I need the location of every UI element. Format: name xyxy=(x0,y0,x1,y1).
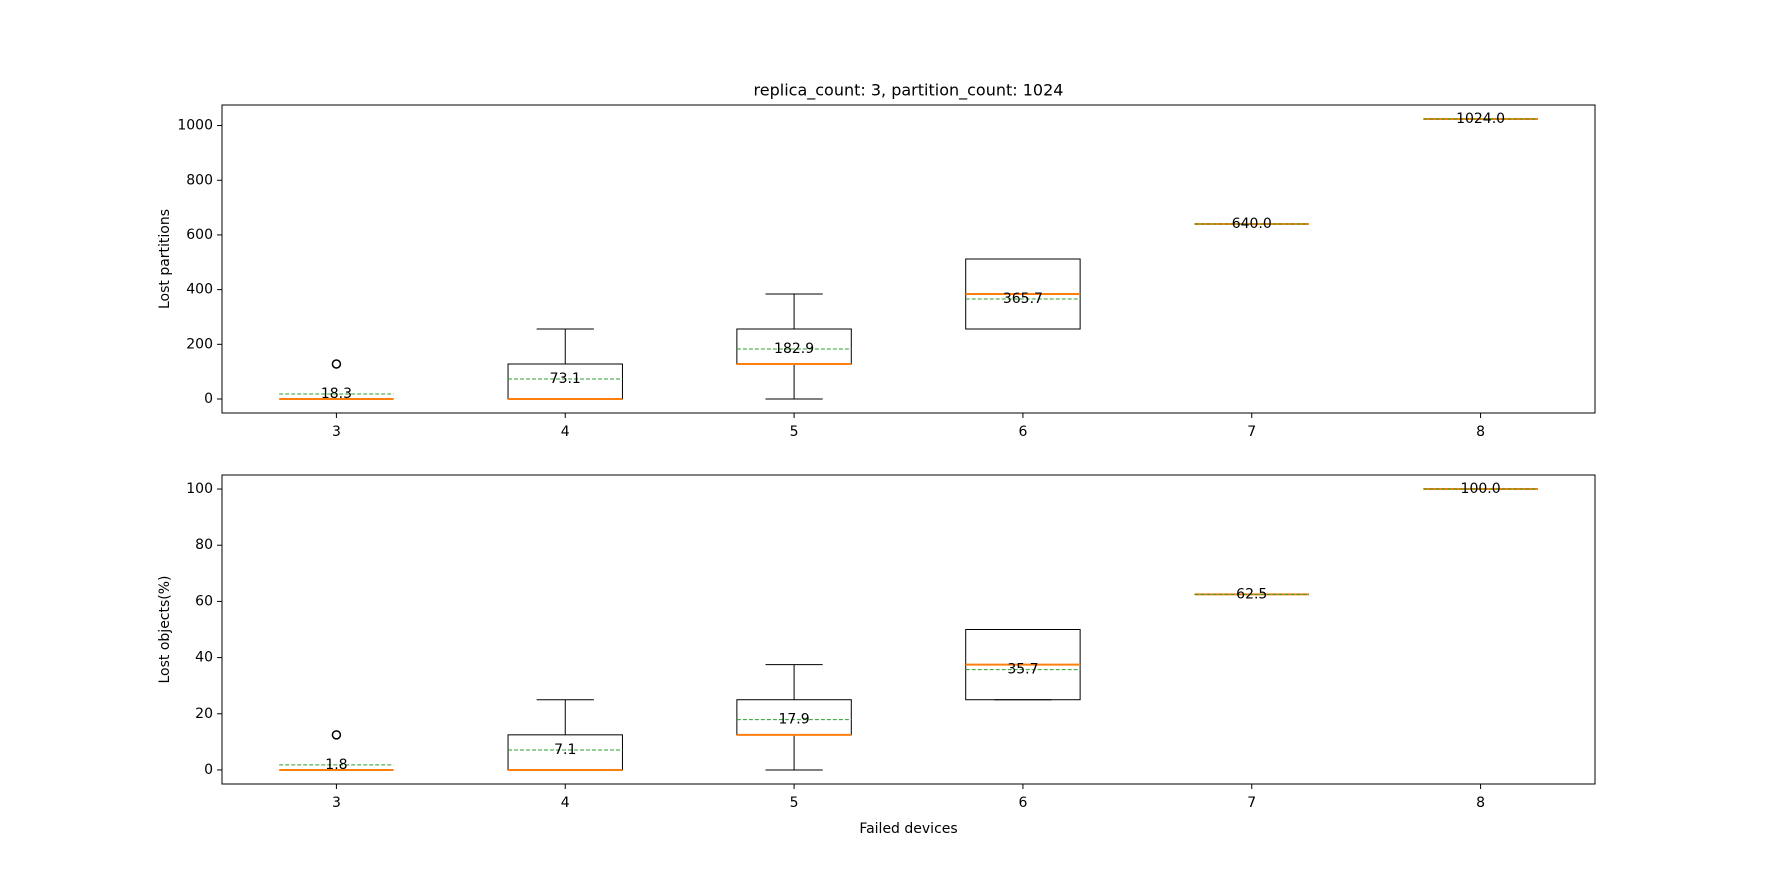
y-tick-label: 80 xyxy=(195,537,213,553)
y-tick-label: 400 xyxy=(186,282,213,298)
mean-label: 18.3 xyxy=(321,386,352,402)
mean-label: 62.5 xyxy=(1236,586,1267,602)
x-tick-label: 8 xyxy=(1476,424,1485,440)
x-tick-label: 7 xyxy=(1247,424,1256,440)
y-tick-label: 0 xyxy=(204,391,213,407)
plot-frame xyxy=(221,104,1596,414)
y-tick-label: 100 xyxy=(186,481,213,497)
mean-label: 17.9 xyxy=(778,712,809,728)
mean-label: 1.8 xyxy=(325,757,347,773)
y-tick-label: 20 xyxy=(195,706,213,722)
x-tick-label: 4 xyxy=(561,424,570,440)
mean-label: 1024.0 xyxy=(1456,111,1505,127)
flier xyxy=(331,359,342,369)
x-tick-label: 8 xyxy=(1476,795,1485,811)
flier xyxy=(331,730,342,740)
y-tick-label: 800 xyxy=(186,172,213,188)
x-tick-label: 6 xyxy=(1018,424,1027,440)
x-tick-label: 5 xyxy=(790,795,799,811)
mean-label: 7.1 xyxy=(554,742,576,758)
x-tick-label: 3 xyxy=(332,795,341,811)
x-tick-label: 3 xyxy=(332,424,341,440)
y-tick-label: 200 xyxy=(186,336,213,352)
x-tick-label: 7 xyxy=(1247,795,1256,811)
x-tick-label: 4 xyxy=(561,795,570,811)
x-tick-label: 5 xyxy=(790,424,799,440)
chart-title: replica_count: 3, partition_count: 1024 xyxy=(754,81,1064,101)
mean-label: 73.1 xyxy=(550,371,581,387)
mean-label: 35.7 xyxy=(1007,662,1038,678)
y-tick-label: 40 xyxy=(195,650,213,666)
mean-label: 365.7 xyxy=(1003,291,1043,307)
x-tick-label: 6 xyxy=(1018,795,1027,811)
y-tick-label: 600 xyxy=(186,227,213,243)
y-tick-label: 60 xyxy=(195,593,213,609)
y-axis-label: Lost objects(%) xyxy=(157,575,173,683)
x-axis-label: Failed devices xyxy=(859,821,957,837)
plot-frame xyxy=(221,474,1596,785)
y-tick-label: 1000 xyxy=(177,118,213,134)
mean-label: 182.9 xyxy=(774,341,814,357)
y-axis-label: Lost partitions xyxy=(157,209,173,309)
y-tick-label: 0 xyxy=(204,762,213,778)
mean-label: 640.0 xyxy=(1232,216,1272,232)
mean-label: 100.0 xyxy=(1461,481,1501,497)
